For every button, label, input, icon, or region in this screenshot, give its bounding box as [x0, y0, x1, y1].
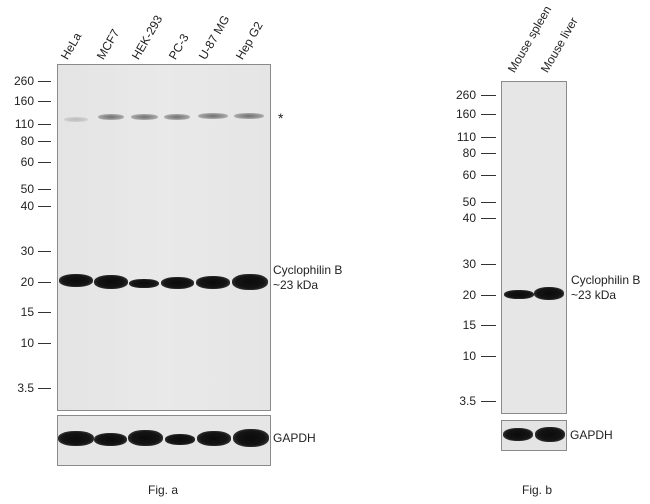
lane-label-u87mg: U-87 MG: [195, 12, 233, 62]
nonspecific-band: [98, 114, 124, 120]
nonspecific-band: [131, 114, 158, 120]
mw-label-260: 260: [13, 74, 34, 88]
lane-label-pc3: PC-3: [165, 31, 192, 62]
blot-gapdh-a: [57, 415, 271, 466]
gapdh-band-hepg2: [233, 429, 269, 447]
mw-tick: [38, 189, 51, 190]
mw-label-30: 30: [462, 257, 476, 271]
blot-main-b: [501, 81, 567, 414]
gapdh-band-mouse-liver: [535, 427, 565, 442]
lane-label-hek293: HEK-293: [128, 12, 166, 62]
gapdh-band-mouse-spleen: [503, 428, 533, 441]
mw-tick: [38, 282, 51, 283]
mw-label-20: 20: [20, 275, 34, 289]
mw-label-40: 40: [462, 211, 476, 225]
mw-tick: [38, 162, 51, 163]
blot-main-a: [57, 64, 271, 411]
band-label-line2-a: ~23 kDa: [273, 278, 319, 292]
lane-label-hela: HeLa: [57, 30, 85, 62]
mw-label-15: 15: [462, 318, 476, 332]
mw-label-160: 160: [455, 107, 476, 121]
cyclophilin-b-band-pc3: [161, 277, 194, 289]
cyclophilin-b-band-mouse-liver: [534, 287, 564, 300]
mw-label-40: 40: [20, 199, 34, 213]
mw-tick: [38, 101, 51, 102]
gapdh-band-u87mg: [197, 431, 231, 446]
mw-label-30: 30: [20, 244, 34, 258]
cyclophilin-b-band-hek293: [129, 279, 159, 288]
mw-label-60: 60: [462, 168, 476, 182]
nonspecific-band: [64, 117, 88, 122]
cyclophilin-b-band-mcf7: [94, 275, 128, 289]
blot-gapdh-b: [501, 420, 567, 451]
mw-label-10: 10: [20, 336, 34, 350]
cyclophilin-b-band-hela: [59, 274, 93, 287]
figure-caption-a: Fig. a: [148, 483, 179, 497]
gapdh-label-b: GAPDH: [570, 428, 613, 442]
cyclophilin-b-band-hepg2: [232, 274, 268, 290]
mw-tick: [481, 325, 496, 326]
mw-label-60: 60: [20, 155, 34, 169]
nonspecific-band: [198, 113, 228, 119]
mw-label-80: 80: [462, 146, 476, 160]
figure-caption-b: Fig. b: [522, 483, 553, 497]
mw-tick: [481, 264, 496, 265]
mw-tick: [38, 251, 51, 252]
mw-tick: [38, 124, 51, 125]
nonspecific-band: [234, 113, 264, 119]
mw-label-80: 80: [20, 134, 34, 148]
mw-tick: [38, 81, 51, 82]
mw-label-50: 50: [462, 195, 476, 209]
asterisk-marker: *: [278, 110, 284, 126]
mw-label-20: 20: [462, 288, 476, 302]
cyclophilin-b-band-u87mg: [196, 276, 230, 289]
mw-label-3-5: 3.5: [459, 394, 476, 408]
band-label-line1-a: Cyclophilin B: [273, 263, 343, 277]
mw-label-110: 110: [456, 130, 476, 144]
mw-tick: [481, 356, 496, 357]
mw-tick: [481, 401, 496, 402]
gapdh-band-pc3: [165, 434, 195, 445]
mw-tick: [481, 175, 496, 176]
gapdh-label-a: GAPDH: [273, 431, 316, 445]
mw-label-160: 160: [13, 94, 34, 108]
mw-tick: [481, 202, 496, 203]
gapdh-band-hek293: [128, 430, 163, 446]
mw-tick: [481, 114, 496, 115]
gapdh-band-mcf7: [94, 433, 127, 446]
mw-tick: [38, 343, 51, 344]
mw-label-110: 110: [14, 117, 34, 131]
nonspecific-band: [164, 114, 190, 120]
lane-label-hepg2: Hep G2: [232, 19, 266, 62]
mw-label-50: 50: [20, 182, 34, 196]
mw-label-15: 15: [20, 305, 34, 319]
mw-tick: [481, 137, 496, 138]
mw-tick: [481, 218, 496, 219]
mw-tick: [38, 206, 51, 207]
lane-label-mcf7: MCF7: [93, 26, 123, 62]
mw-label-260: 260: [455, 88, 476, 102]
mw-tick: [481, 295, 496, 296]
mw-tick: [481, 153, 496, 154]
band-label-line2-b: ~23 kDa: [571, 288, 617, 302]
mw-tick: [481, 95, 496, 96]
mw-tick: [38, 312, 51, 313]
band-label-line1-b: Cyclophilin B: [571, 273, 641, 287]
cyclophilin-b-band-mouse-spleen: [504, 290, 534, 299]
mw-tick: [38, 141, 51, 142]
mw-label-3-5: 3.5: [17, 381, 34, 395]
mw-tick: [38, 388, 51, 389]
gapdh-band-hela: [58, 431, 94, 446]
mw-label-10: 10: [462, 349, 476, 363]
